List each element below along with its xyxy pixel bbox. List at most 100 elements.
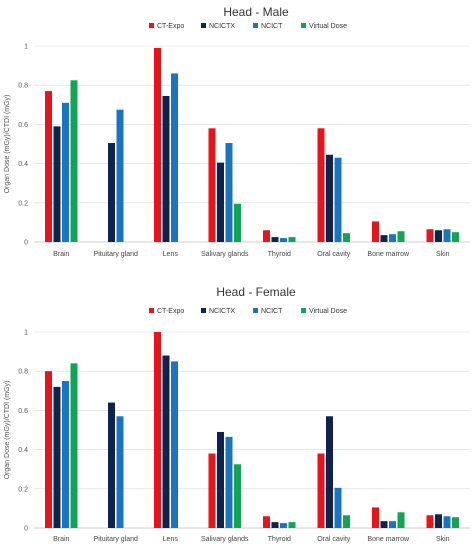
y-tick-label: 0.2 <box>18 486 28 493</box>
bar <box>443 229 451 242</box>
category-label: Salivary glands <box>201 536 249 543</box>
bar <box>217 431 224 528</box>
legend-swatch <box>201 23 206 28</box>
category-label: Oral cavity <box>317 536 351 543</box>
category-label: Lens <box>163 251 179 258</box>
bar <box>217 162 224 242</box>
y-tick-label: 0 <box>24 526 28 533</box>
category-label: Skin <box>436 536 450 543</box>
legend-swatch <box>301 23 306 28</box>
category-label: Skin <box>436 251 450 258</box>
bar <box>70 363 78 528</box>
bar <box>263 230 270 242</box>
bar <box>62 102 69 242</box>
bar <box>171 361 178 528</box>
bar <box>317 128 325 242</box>
bar <box>154 47 161 243</box>
bar <box>334 157 342 242</box>
bar <box>380 521 388 528</box>
legend-label: Virtual Dose <box>309 23 347 30</box>
bar <box>108 143 115 242</box>
legend-swatch <box>301 308 306 313</box>
bar <box>380 235 388 242</box>
bar <box>343 515 350 528</box>
bar <box>53 386 61 528</box>
bar <box>162 355 170 528</box>
category-label: Brain <box>53 536 69 543</box>
bar <box>372 221 379 242</box>
bar <box>397 512 405 528</box>
legend-label: CT-Expo <box>157 308 184 315</box>
bar <box>225 143 233 242</box>
bar <box>435 514 442 528</box>
legend-label: NCICTX <box>209 308 235 315</box>
bar <box>288 237 296 242</box>
bar <box>225 436 233 528</box>
category-label: Salivary glands <box>201 251 249 258</box>
category-label: Pituitary gland <box>94 536 138 543</box>
category-label: Bone marrow <box>367 251 410 258</box>
bar <box>263 516 270 528</box>
y-tick-label: 1 <box>24 330 28 337</box>
y-tick-label: 0.4 <box>18 447 28 454</box>
bar <box>70 80 78 242</box>
category-label: Lens <box>163 536 179 543</box>
bar <box>334 487 342 528</box>
bar <box>435 230 442 242</box>
bar <box>62 381 69 528</box>
legend-swatch <box>253 23 258 28</box>
legend-label: Virtual Dose <box>309 308 347 315</box>
bar <box>326 416 333 528</box>
legend-label: NCICT <box>261 23 283 30</box>
bar <box>389 234 396 242</box>
bar <box>234 464 241 528</box>
y-tick-label: 0 <box>24 240 28 247</box>
y-axis-label: Organ Dose (mGy)/CTDI (mGy) <box>4 381 11 480</box>
legend-swatch <box>149 23 154 28</box>
bar <box>154 332 161 528</box>
legend-swatch <box>253 308 258 313</box>
bar <box>452 517 459 528</box>
legend-label: CT-Expo <box>157 23 184 30</box>
category-label: Brain <box>53 251 69 258</box>
bar <box>426 229 434 242</box>
bar <box>234 203 241 242</box>
chart-title: Head - Female <box>216 285 296 299</box>
bar <box>288 522 296 528</box>
y-tick-label: 0.8 <box>18 83 28 90</box>
bar <box>372 507 379 528</box>
bar <box>452 232 459 242</box>
category-label: Bone marrow <box>367 536 410 543</box>
bar <box>171 73 178 242</box>
y-tick-label: 0.6 <box>18 122 28 129</box>
y-tick-label: 0.4 <box>18 161 28 168</box>
category-label: Thyroid <box>268 536 291 543</box>
legend-label: NCICT <box>261 308 283 315</box>
bar <box>280 523 287 528</box>
bar <box>426 515 434 528</box>
bar <box>208 453 216 528</box>
y-axis-label: Organ Dose (mGy)/CTDI (mGy) <box>4 95 11 194</box>
bar <box>53 126 61 242</box>
bar <box>116 109 124 242</box>
legend-swatch <box>201 308 206 313</box>
y-tick-label: 0.6 <box>18 408 28 415</box>
legend-swatch <box>149 308 154 313</box>
bar <box>45 91 52 242</box>
legend-label: NCICTX <box>209 23 235 30</box>
bar <box>162 95 170 242</box>
bar <box>208 128 216 242</box>
bar <box>343 233 350 242</box>
bar <box>108 402 115 528</box>
bar <box>271 237 279 242</box>
y-tick-label: 1 <box>24 44 28 51</box>
y-tick-label: 0.2 <box>18 200 28 207</box>
bar <box>280 238 287 242</box>
chart-female: Head - Female CT-Expo NCICTX NCICT Virtual D… <box>4 285 470 543</box>
category-label: Pituitary gland <box>94 251 138 258</box>
bar <box>116 416 124 528</box>
chart-title: Head - Male <box>223 5 289 19</box>
category-label: Thyroid <box>268 251 291 258</box>
